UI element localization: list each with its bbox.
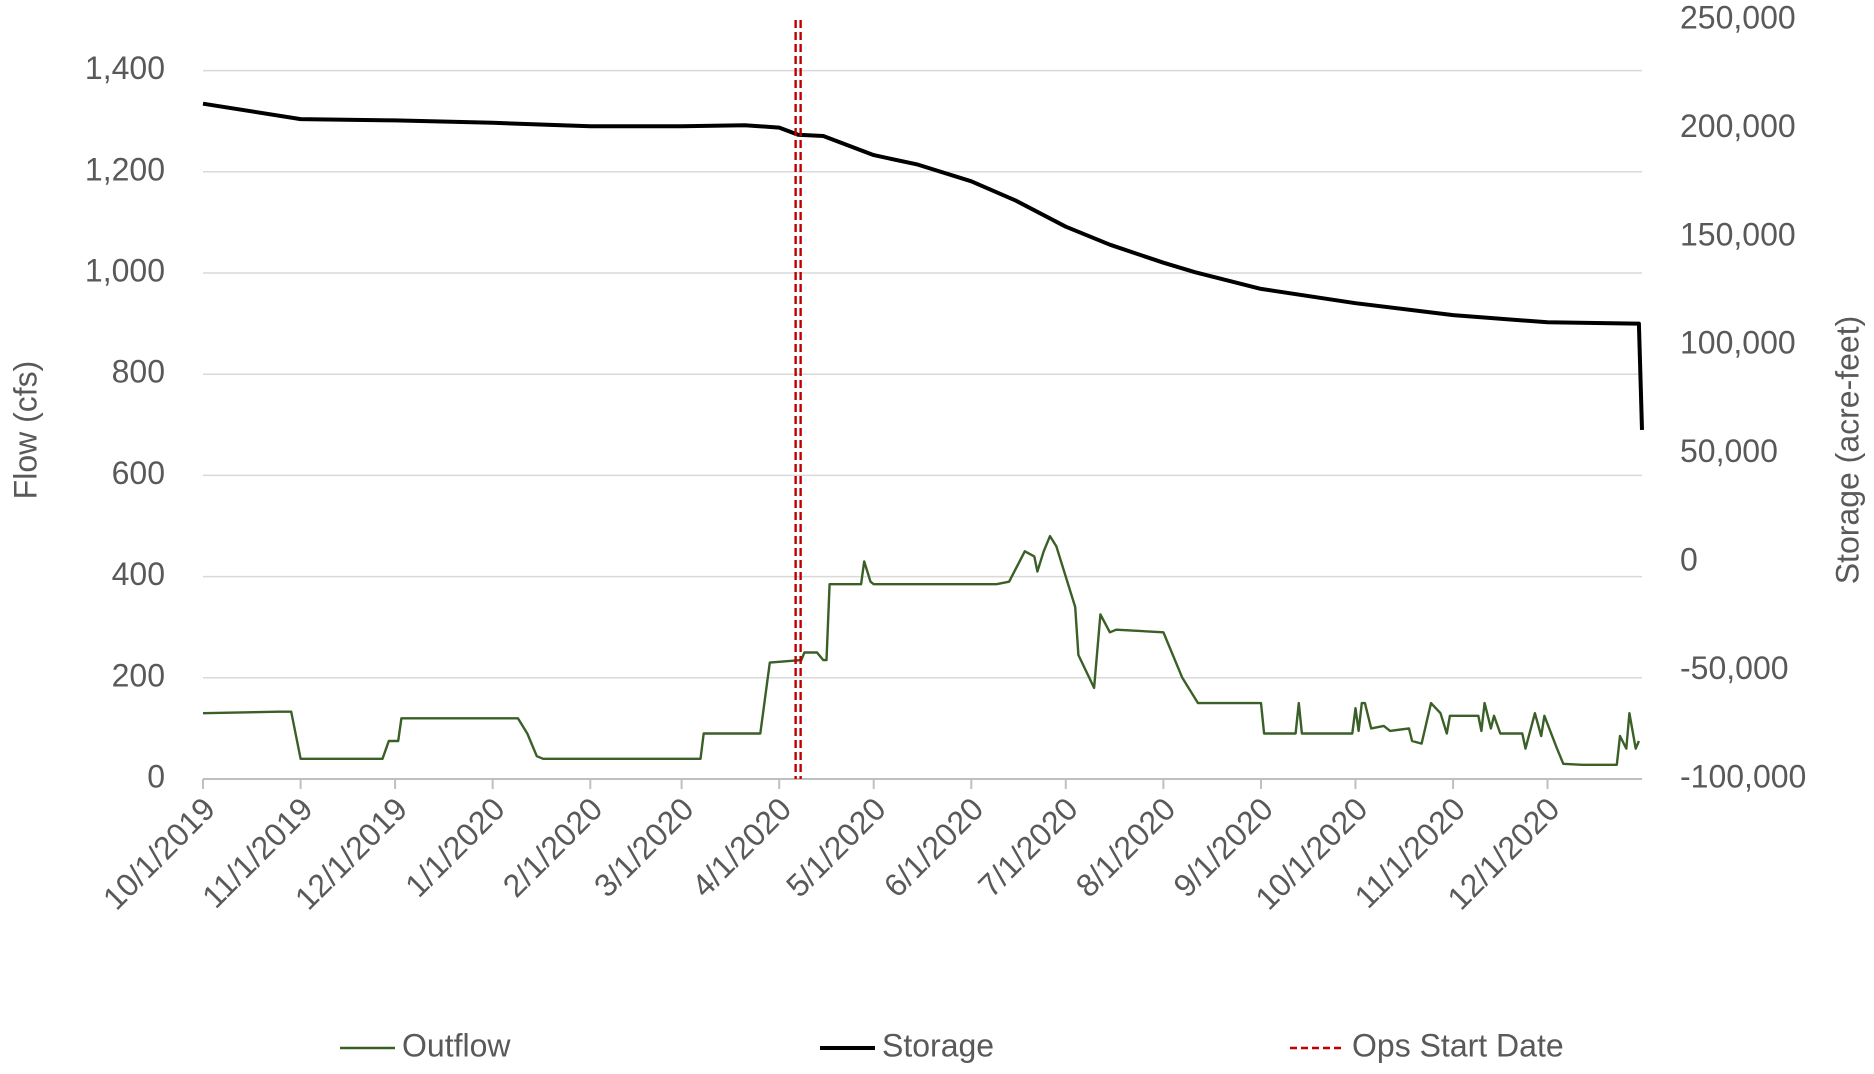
- line-series: [202, 534, 1641, 766]
- y2-tick-label: 50,000: [1680, 433, 1778, 469]
- y-tick-label: 1,400: [85, 50, 165, 86]
- y-tick-label: 400: [112, 556, 165, 592]
- y2-tick-label: 150,000: [1680, 216, 1796, 252]
- y-tick-label: 200: [112, 657, 165, 693]
- y-tick-label: 0: [147, 758, 165, 794]
- x-tick-label: 4/1/2020: [685, 790, 799, 904]
- y-tick-label: 800: [112, 354, 165, 390]
- legend-label: Outflow: [402, 1027, 511, 1063]
- y-tick-label: 1,200: [85, 151, 165, 187]
- x-tick-label: 3/1/2020: [587, 790, 701, 904]
- y2-tick-label: -50,000: [1680, 650, 1789, 686]
- legend-label: Ops Start Date: [1352, 1027, 1564, 1063]
- y2-tick-label: -100,000: [1680, 758, 1806, 794]
- line-series: [202, 101, 1644, 430]
- y-tick-label: 600: [112, 455, 165, 491]
- legend-label: Storage: [882, 1027, 994, 1063]
- y2-tick-label: 100,000: [1680, 325, 1796, 361]
- x-tick-label: 1/1/2020: [398, 790, 512, 904]
- x-tick-label: 2/1/2020: [496, 790, 610, 904]
- y2-tick-label: 200,000: [1680, 108, 1796, 144]
- x-tick-label: 8/1/2020: [1069, 790, 1183, 904]
- x-tick-label: 6/1/2020: [877, 790, 991, 904]
- x-tick-label: 7/1/2020: [971, 790, 1085, 904]
- y2-axis-title: Storage (acre-feet): [1829, 316, 1865, 585]
- y-axis-title: Flow (cfs): [7, 361, 43, 500]
- x-tick-label: 5/1/2020: [779, 790, 893, 904]
- y-tick-label: 1,000: [85, 252, 165, 288]
- y2-tick-label: 250,000: [1680, 0, 1796, 35]
- y2-tick-label: 0: [1680, 542, 1698, 578]
